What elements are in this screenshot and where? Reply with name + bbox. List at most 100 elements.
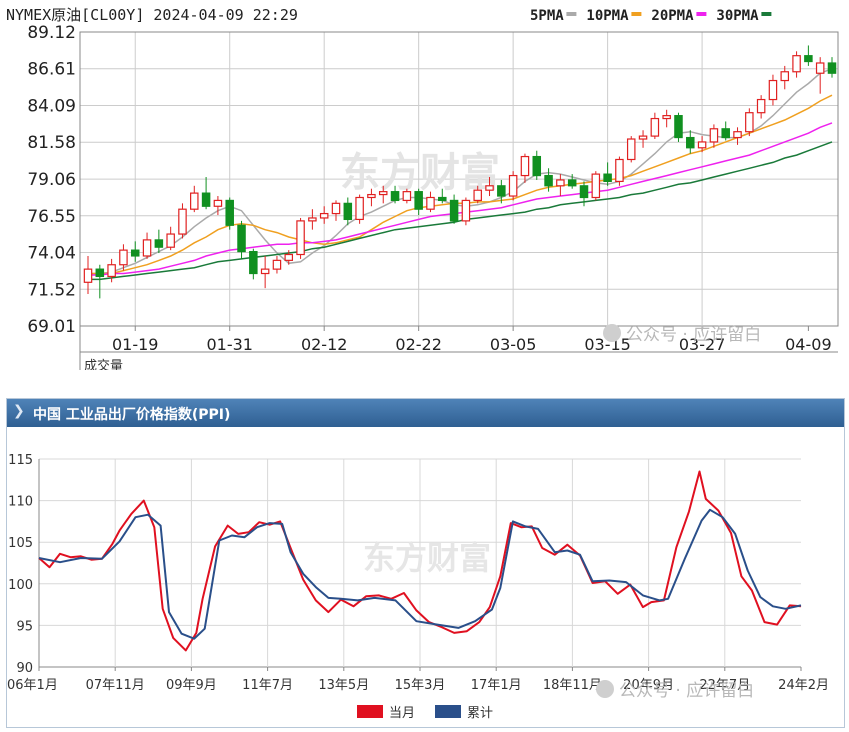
candle: [603, 162, 612, 186]
candle: [237, 220, 246, 259]
candle-body: [284, 253, 294, 261]
candle-body: [745, 112, 754, 133]
candle-body: [308, 217, 317, 222]
top-chart-header-title: NYMEX原油[CL00Y] 2024-04-09 22:29: [6, 6, 298, 24]
ppi-x-tick-label: 15年3月: [395, 678, 446, 693]
candle: [83, 255, 93, 294]
candle-body: [579, 185, 589, 199]
top-brand-watermark: 东方财富: [340, 150, 500, 196]
candle-body: [756, 98, 766, 114]
candle-body: [119, 249, 128, 266]
candle: [532, 150, 542, 180]
candle: [414, 188, 423, 216]
chevron-right-icon: ❯: [13, 403, 25, 419]
candle-body: [402, 191, 412, 202]
candle-body: [130, 249, 140, 257]
candle-body: [201, 192, 211, 207]
candle-body: [296, 220, 305, 256]
candle-body: [154, 239, 164, 248]
candle: [438, 188, 447, 204]
candle: [260, 255, 270, 289]
candle-body: [780, 71, 790, 82]
ppi-legend-label: 累计: [467, 706, 493, 721]
top-x-tick-label: 03-15: [584, 335, 631, 354]
candle-body: [166, 233, 175, 248]
ma-legend-swatch: [566, 12, 577, 16]
ppi-x-tick-label: 09年9月: [166, 678, 217, 693]
candle: [756, 95, 766, 119]
candle: [461, 197, 471, 226]
candle-body: [721, 128, 730, 139]
candle-body: [343, 202, 353, 221]
candle-body: [367, 193, 376, 199]
candle-body: [225, 199, 234, 226]
ma-legend-swatch: [761, 12, 772, 16]
candle: [331, 200, 341, 221]
candle-body: [591, 173, 601, 199]
ppi-y-tick-label: 115: [8, 453, 33, 468]
candle: [497, 179, 506, 204]
ppi-panel-title: 中国 工业品出厂价格指数(PPI): [33, 407, 231, 423]
candle-body: [792, 55, 801, 73]
top-x-tick-label: 01-31: [206, 335, 253, 354]
ppi-x-tick-label: 20年9月: [623, 678, 674, 693]
candle-body: [697, 141, 707, 149]
candle-body: [272, 259, 282, 270]
candle-body: [485, 185, 494, 191]
candle: [402, 188, 412, 204]
ppi-line-chart-panel: ❯ 中国 工业品出厂价格指数(PPI) 东方财富 90 95 100 105 110 11…: [6, 398, 845, 728]
candle-body: [319, 212, 329, 219]
candle: [638, 130, 648, 148]
candle-body: [378, 191, 388, 196]
candle: [225, 197, 234, 230]
candle-body: [426, 196, 435, 210]
candle: [697, 136, 707, 153]
candle-body: [603, 173, 612, 183]
bottom-wechat-watermark: 公众号 · 应许留白: [596, 680, 754, 701]
ppi-x-tick-label: 18年11月: [543, 678, 602, 693]
candle-body: [567, 179, 577, 187]
candle: [745, 108, 754, 137]
ma-legend-label: 30PMA: [716, 8, 759, 24]
candle: [355, 194, 364, 224]
candle-body: [95, 268, 105, 278]
ppi-x-tick-label: 06年1月: [7, 678, 58, 693]
ppi-y-tick-label: 90: [16, 661, 33, 676]
ppi-y-tick-label: 105: [8, 536, 33, 551]
candle-body: [709, 128, 719, 143]
candle: [733, 127, 742, 145]
candle: [579, 181, 589, 207]
candle: [567, 174, 577, 189]
candle-body: [827, 62, 837, 74]
candle-body: [461, 199, 471, 222]
ma-legend-label: 10PMA: [586, 8, 629, 24]
candle: [190, 185, 199, 213]
top-y-tick-label: 89.12: [27, 23, 76, 43]
ppi-x-tick-label: 11年7月: [242, 678, 293, 693]
candle: [615, 156, 624, 186]
crude-oil-candlestick-chart: 东方财富 89.12 86.61 84.09 81.58 79.06 76.55 74.04…: [6, 6, 839, 370]
candle: [390, 185, 400, 204]
ppi-cumulative-line: [38, 508, 802, 640]
candle: [130, 241, 140, 262]
candle-body: [626, 138, 636, 161]
ppi-legend-swatch: [357, 705, 383, 718]
ma-legend-label: 20PMA: [651, 8, 694, 24]
candle: [249, 248, 258, 280]
candle-body: [662, 115, 671, 120]
bottom-brand-watermark: 东方财富: [363, 539, 491, 577]
candle: [319, 206, 329, 224]
ppi-chart-svg: 东方财富 90 95 100 105 110 115 06年1月 07年11月 09年9月 11…: [7, 453, 829, 721]
candle: [154, 229, 164, 254]
candle-body: [142, 239, 152, 257]
top-x-tick-label: 02-22: [395, 335, 442, 354]
ppi-x-tick-label: 13年5月: [318, 678, 369, 693]
candle-body: [331, 202, 341, 215]
wechat-icon: [596, 680, 614, 698]
candle-body: [213, 199, 223, 207]
candle: [686, 130, 695, 154]
top-y-tick-label: 69.01: [27, 317, 76, 337]
candle: [378, 185, 388, 204]
ma-line-5pma: [88, 68, 833, 275]
ma-line-30pma: [88, 141, 833, 281]
